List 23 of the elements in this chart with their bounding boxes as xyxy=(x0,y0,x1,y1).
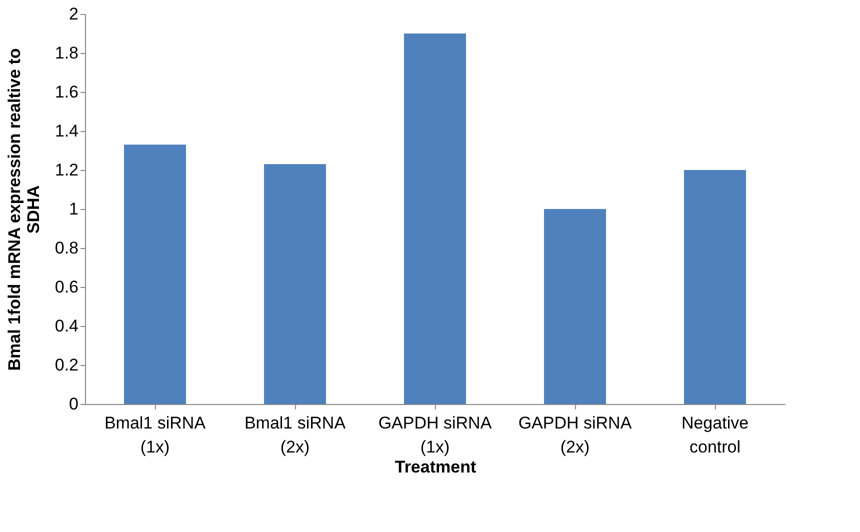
y-tick-label: 0.8 xyxy=(54,238,78,258)
y-tick-label: 2 xyxy=(69,4,78,24)
y-tick-label: 0.2 xyxy=(54,356,78,374)
y-tick-label: 0.6 xyxy=(54,278,78,296)
y-tick-label: 1.2 xyxy=(54,160,78,180)
x-tick-label: GAPDH siRNA (2x) xyxy=(518,414,632,456)
x-tick-label: Bmal1 siRNA (1x) xyxy=(104,414,206,456)
bar xyxy=(544,209,606,404)
bar xyxy=(124,144,186,404)
y-tick-label: 1.4 xyxy=(54,122,78,140)
x-axis-title: Treatment xyxy=(394,458,476,476)
y-tick-label: 1.6 xyxy=(54,82,78,102)
bar xyxy=(264,164,326,404)
x-tick-label: GAPDH siRNA (1x) xyxy=(378,414,492,456)
y-axis-title: Bmal 1fold mRNA expression realtive to SDHA xyxy=(4,48,43,371)
y-tick-label: 1.8 xyxy=(54,44,78,62)
x-tick-label: Negative control xyxy=(681,414,749,456)
y-tick-label: 1 xyxy=(69,200,78,218)
y-tick-label: 0.4 xyxy=(54,316,78,336)
x-tick-label: Bmal1 siRNA (2x) xyxy=(244,414,346,456)
y-tick-label: 0 xyxy=(69,394,78,414)
bar xyxy=(684,170,746,404)
bar xyxy=(404,34,466,404)
